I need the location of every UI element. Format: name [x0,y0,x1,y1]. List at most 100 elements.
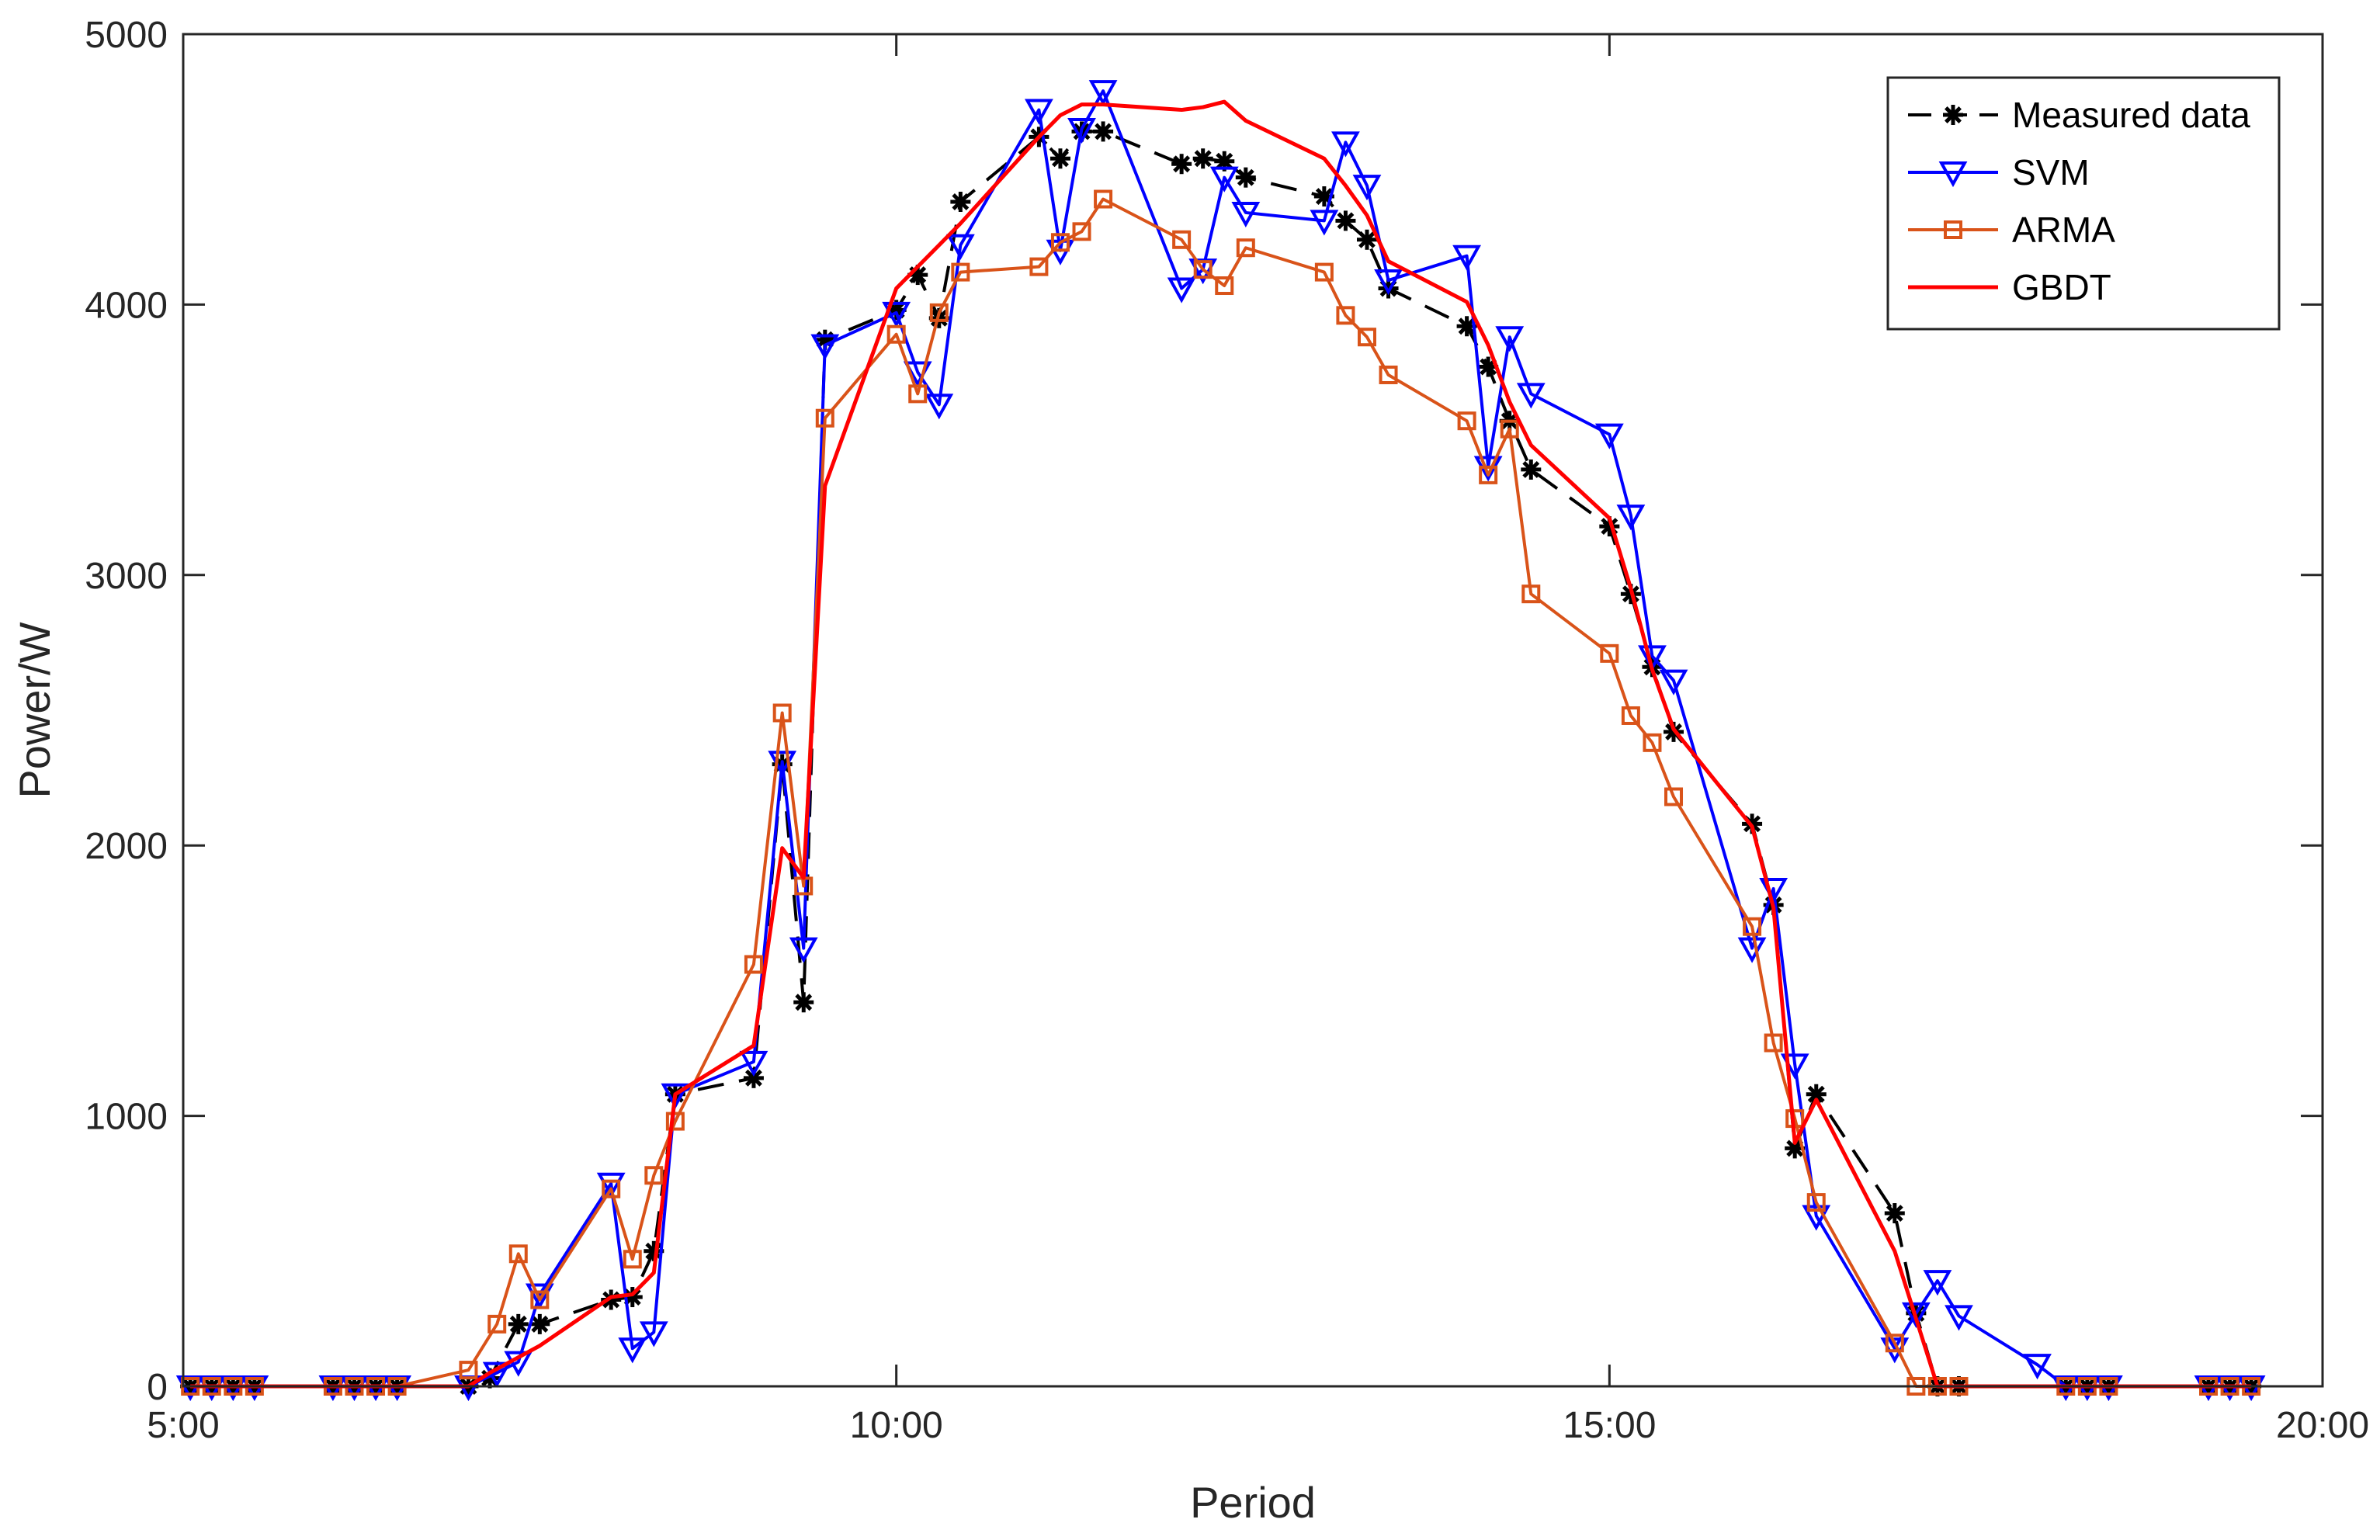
data-point [1335,210,1356,231]
legend: Measured data SVM ARMA GBDT [1886,76,2281,331]
data-point [639,1321,668,1348]
data-point [1374,269,1403,296]
data-point [1659,669,1688,695]
data-point [1171,154,1192,175]
data-point [815,408,834,428]
data-point [1067,117,1096,144]
data-point [1352,175,1382,201]
marker-stroke [952,193,970,210]
data-point [1594,423,1624,449]
data-point [789,937,818,963]
data-point [1235,167,1256,188]
marker-stroke [1051,150,1069,168]
legend-label: SVM [2012,152,2090,192]
data-point [487,1314,507,1334]
data-point [1945,1305,1973,1331]
marker-stroke [1337,212,1355,230]
data-point [1806,1193,1826,1212]
data-point [508,1244,528,1264]
data-point [1516,383,1546,409]
data-point [1923,1270,1952,1296]
data-point [908,384,928,404]
data-point [1638,645,1667,671]
series-line [190,130,2252,1388]
marker-stroke [1786,1139,1804,1157]
marker-stroke [1601,518,1618,536]
y-axis-label: Power/W [10,622,59,798]
data-point [661,1083,690,1109]
marker-stroke [531,1315,549,1333]
data-point [596,1172,626,1198]
legend-label: ARMA [2012,210,2115,250]
data-point [1737,937,1767,963]
data-point [1193,260,1213,279]
data-point [1479,465,1498,484]
data-point [644,1166,664,1185]
marker-stroke [1807,1085,1825,1103]
data-point [882,301,911,328]
data-point [1310,210,1339,236]
data-point [1743,917,1762,936]
data-point [504,1351,533,1377]
marker-stroke [509,1315,527,1333]
data-point [1379,365,1398,384]
data-point [1764,1033,1783,1053]
series-arma [181,189,2261,1396]
data-point [1521,584,1541,604]
data-point [1356,229,1377,250]
y-tick-label: 3000 [85,556,168,597]
data-point [1093,121,1114,142]
data-point [623,1250,642,1269]
marker-stroke [1945,106,1962,123]
marker-stroke [1173,155,1191,173]
data-point [1521,459,1542,480]
data-point [1215,276,1234,296]
marker-stroke [1358,231,1376,248]
marker-stroke [1522,460,1540,478]
marker-stroke [1886,1205,1903,1222]
data-point [1495,326,1525,352]
data-point [929,303,949,322]
y-tick-label: 0 [147,1367,168,1408]
data-point [1192,148,1213,169]
marker-stroke [1194,150,1212,168]
data-point [1500,419,1519,439]
y-tick-label: 4000 [85,285,168,326]
data-point [459,1361,478,1380]
marker-stroke [1237,168,1254,186]
data-point [1884,1203,1905,1224]
data-point [1172,230,1192,249]
data-point [1072,222,1091,241]
data-point [1885,1334,1904,1353]
series-line [190,197,2252,1388]
data-point [1664,787,1684,806]
x-tick-label: 5:00 [147,1405,219,1446]
marker-stroke [795,994,813,1011]
data-point [602,1179,621,1198]
data-point [618,1337,647,1364]
data-point [665,1112,685,1131]
data-point [810,334,840,360]
x-tick-label: 20:00 [2276,1405,2369,1446]
legend-entry: ARMA [1908,210,2115,250]
legend-entry: Measured data [1908,95,2250,135]
data-point [525,1283,554,1309]
data-point [529,1313,550,1334]
data-point [886,324,906,344]
series-line [190,99,2252,1389]
marker-stroke [1315,188,1333,206]
data-point [739,1050,768,1077]
data-point [1209,166,1239,192]
data-point [1050,233,1070,252]
data-point [1616,505,1646,531]
marker-stroke [909,266,927,284]
data-point [1457,411,1476,431]
data-point [1643,733,1662,752]
legend-swatch-marker [1944,220,1962,239]
y-tick-label: 2000 [85,826,168,867]
data-point [508,1313,529,1334]
data-point [1029,257,1049,276]
data-point [1236,238,1255,258]
data-point [1167,277,1196,303]
